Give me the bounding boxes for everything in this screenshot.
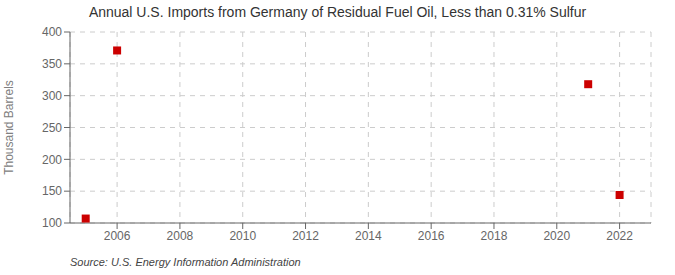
svg-text:2022: 2022 (606, 229, 633, 243)
svg-text:300: 300 (42, 89, 62, 103)
html-text:Source: U.S. Energy Informatio: Source: U.S. Energy Information Administ… (70, 256, 301, 268)
svg-text:400: 400 (42, 25, 62, 39)
svg-text:2008: 2008 (167, 229, 194, 243)
svg-text:100: 100 (42, 216, 62, 230)
svg-text:Thousand Barrels: Thousand Barrels (8, 80, 16, 175)
svg-text:2012: 2012 (292, 229, 319, 243)
svg-text:2016: 2016 (418, 229, 445, 243)
svg-text:2020: 2020 (543, 229, 570, 243)
svg-text:200: 200 (42, 153, 62, 167)
html-text:Annual U.S. Imports from Germa: Annual U.S. Imports from Germany of Resi… (88, 4, 587, 20)
svg-text:250: 250 (42, 121, 62, 135)
svg-text:150: 150 (42, 184, 62, 198)
svg-text:2018: 2018 (481, 229, 508, 243)
svg-text:2006: 2006 (104, 229, 131, 243)
svg-text:2010: 2010 (229, 229, 256, 243)
svg-text:350: 350 (42, 57, 62, 71)
svg-text:2014: 2014 (355, 229, 382, 243)
